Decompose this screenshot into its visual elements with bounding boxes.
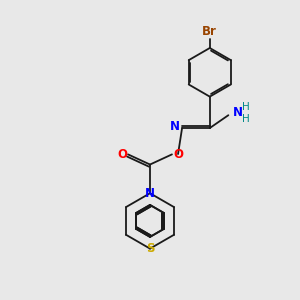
Text: N: N [233,106,243,119]
Text: N: N [145,187,155,200]
Text: Br: Br [202,25,217,38]
Text: S: S [146,242,154,255]
Text: H: H [242,102,250,112]
Text: H: H [242,114,250,124]
Text: O: O [117,148,127,160]
Text: N: N [170,120,180,133]
Text: O: O [173,148,183,160]
